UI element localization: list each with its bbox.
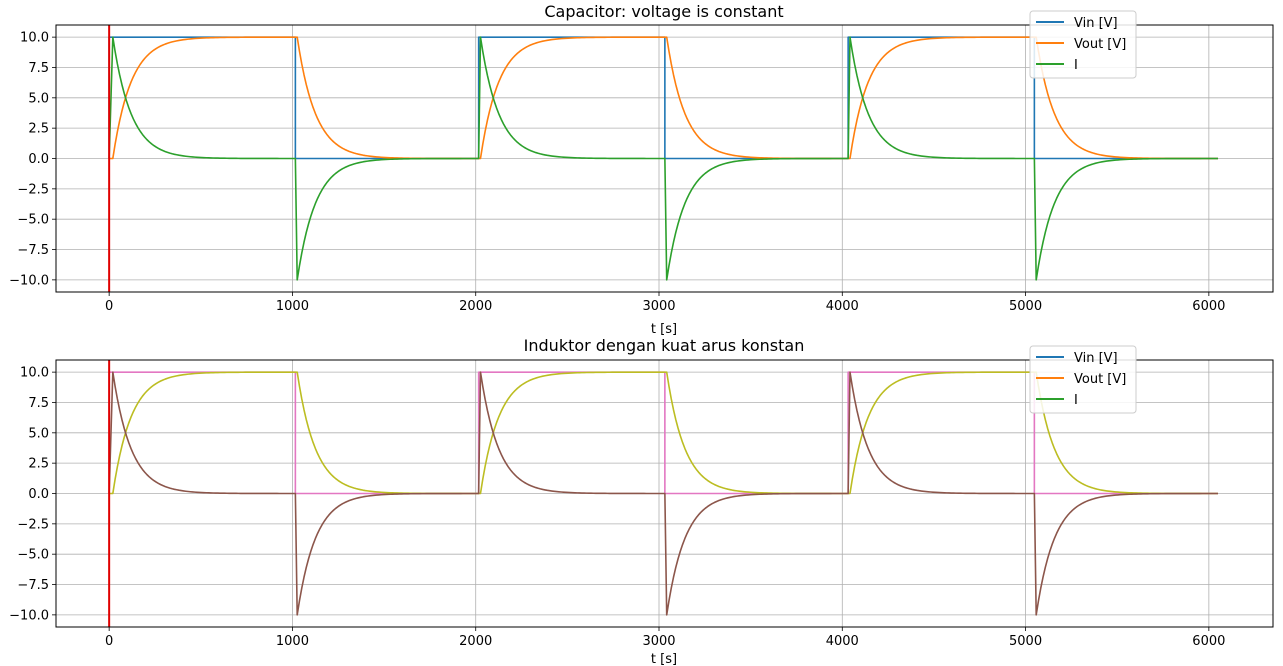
y-tick-label: 0.0 xyxy=(28,487,49,502)
x-tick-label: 5000 xyxy=(1009,634,1042,649)
x-tick-label: 1000 xyxy=(276,634,309,649)
y-tick-label: −2.5 xyxy=(17,182,49,197)
y-tick-label: 2.5 xyxy=(28,457,49,472)
legend-box xyxy=(1029,10,1137,79)
x-tick-label: 2000 xyxy=(459,299,492,314)
y-tick-label: −5.0 xyxy=(17,213,49,228)
legend-label: Vout [V] xyxy=(1074,37,1126,52)
legend-label: Vin [V] xyxy=(1074,16,1118,31)
chart-title: Induktor dengan kuat arus konstan xyxy=(524,336,805,355)
y-tick-label: −10.0 xyxy=(9,273,49,288)
y-tick-label: 0.0 xyxy=(28,152,49,167)
series-line-i xyxy=(108,371,1219,616)
legend-label: I xyxy=(1074,393,1078,408)
y-tick-label: 7.5 xyxy=(28,396,49,411)
x-tick-label: 3000 xyxy=(642,299,675,314)
y-tick-label: 10.0 xyxy=(20,366,49,381)
y-tick-label: 7.5 xyxy=(28,61,49,76)
legend: Vin [V] Vout [V] I xyxy=(1029,10,1137,79)
legend: Vin [V] Vout [V] I xyxy=(1029,345,1137,414)
chart-title: Capacitor: voltage is constant xyxy=(544,2,783,21)
y-axis-ticks: 10.0 7.5 5.0 2.5 0.0 −2.5 −5.0 −7.5 −10.0 xyxy=(9,366,56,623)
x-tick-label: 1000 xyxy=(276,299,309,314)
legend-box xyxy=(1029,345,1137,414)
legend-label: Vin [V] xyxy=(1074,351,1118,366)
capacitor-chart-panel: Capacitor: voltage is constant 0 1000 2000… xyxy=(9,2,1274,337)
x-tick-label: 4000 xyxy=(826,299,859,314)
series-line-i xyxy=(108,36,1219,281)
legend-label: I xyxy=(1074,58,1078,73)
x-tick-label: 3000 xyxy=(642,634,675,649)
x-tick-label: 0 xyxy=(105,634,113,649)
x-tick-label: 6000 xyxy=(1192,299,1225,314)
y-tick-label: 5.0 xyxy=(28,426,49,441)
y-tick-label: −7.5 xyxy=(17,578,49,593)
x-axis-ticks: 0 1000 2000 3000 4000 5000 6000 xyxy=(105,292,1225,314)
x-tick-label: 6000 xyxy=(1192,634,1225,649)
y-axis-ticks: 10.0 7.5 5.0 2.5 0.0 −2.5 −5.0 −7.5 −10.0 xyxy=(9,31,56,288)
y-tick-label: 2.5 xyxy=(28,122,49,137)
y-tick-label: −10.0 xyxy=(9,608,49,623)
y-tick-label: −5.0 xyxy=(17,548,49,563)
x-axis-ticks: 0 1000 2000 3000 4000 5000 6000 xyxy=(105,627,1225,649)
inductor-chart-panel: Induktor dengan kuat arus konstan 0 1000 2… xyxy=(9,336,1274,666)
x-axis-label: t [s] xyxy=(651,652,677,666)
x-tick-label: 2000 xyxy=(459,634,492,649)
y-tick-label: 10.0 xyxy=(20,31,49,46)
legend-label: Vout [V] xyxy=(1074,372,1126,387)
y-tick-label: −2.5 xyxy=(17,517,49,532)
y-tick-label: −7.5 xyxy=(17,243,49,258)
x-tick-label: 0 xyxy=(105,299,113,314)
x-axis-label: t [s] xyxy=(651,322,677,337)
y-tick-label: 5.0 xyxy=(28,91,49,106)
x-tick-label: 4000 xyxy=(826,634,859,649)
x-tick-label: 5000 xyxy=(1009,299,1042,314)
